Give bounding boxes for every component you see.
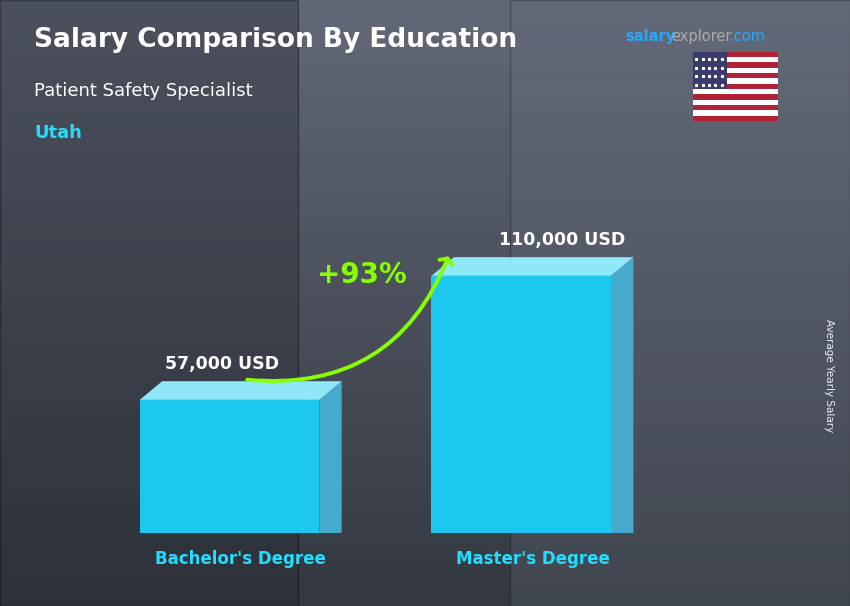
Text: Salary Comparison By Education: Salary Comparison By Education bbox=[34, 27, 517, 53]
Polygon shape bbox=[611, 257, 633, 533]
Bar bbox=[693, 57, 778, 62]
Text: Master's Degree: Master's Degree bbox=[456, 550, 609, 568]
Polygon shape bbox=[139, 381, 342, 400]
Bar bbox=[693, 78, 778, 84]
Polygon shape bbox=[139, 400, 320, 533]
Text: Patient Safety Specialist: Patient Safety Specialist bbox=[34, 82, 252, 100]
Bar bbox=[693, 95, 778, 100]
Bar bbox=[693, 68, 778, 73]
Bar bbox=[693, 62, 778, 68]
Polygon shape bbox=[432, 276, 611, 533]
Bar bbox=[693, 100, 778, 105]
Text: Utah: Utah bbox=[34, 124, 82, 142]
Bar bbox=[693, 116, 778, 121]
Text: 57,000 USD: 57,000 USD bbox=[165, 355, 279, 373]
Text: explorer: explorer bbox=[672, 29, 732, 44]
Bar bbox=[693, 52, 727, 89]
Text: Bachelor's Degree: Bachelor's Degree bbox=[156, 550, 326, 568]
Text: salary: salary bbox=[625, 29, 675, 44]
Polygon shape bbox=[320, 381, 342, 533]
Text: .com: .com bbox=[729, 29, 765, 44]
Polygon shape bbox=[432, 257, 633, 276]
Bar bbox=[693, 73, 778, 78]
Text: Average Yearly Salary: Average Yearly Salary bbox=[824, 319, 834, 432]
Text: +93%: +93% bbox=[317, 261, 407, 289]
FancyBboxPatch shape bbox=[510, 0, 850, 606]
FancyBboxPatch shape bbox=[0, 0, 298, 606]
Bar bbox=[693, 89, 778, 95]
Bar bbox=[693, 52, 778, 57]
Bar bbox=[693, 105, 778, 110]
Text: 110,000 USD: 110,000 USD bbox=[499, 231, 626, 248]
Bar bbox=[693, 110, 778, 116]
Bar bbox=[693, 84, 778, 89]
